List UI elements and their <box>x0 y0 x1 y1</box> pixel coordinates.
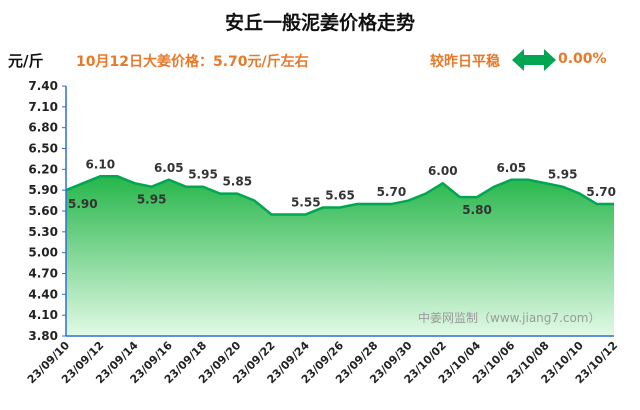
data-label: 5.95 <box>137 193 167 207</box>
y-tick-label: 5.90 <box>28 183 58 197</box>
data-label: 6.10 <box>85 157 115 171</box>
plot-area <box>65 175 614 336</box>
y-tick-label: 5.00 <box>28 246 58 260</box>
data-labels: 5.90 6.10 5.95 6.05 5.95 5.85 5.55 5.65 5.70 6.00… <box>68 157 616 217</box>
y-tick-label: 4.70 <box>28 267 58 281</box>
data-label: 5.80 <box>462 203 492 217</box>
y-tick-label: 4.10 <box>28 308 58 322</box>
y-tick-label: 5.60 <box>28 204 58 218</box>
unit-label: 元/斤 <box>8 52 44 70</box>
y-tick-label: 7.40 <box>28 79 58 93</box>
data-label: 5.70 <box>586 185 616 199</box>
y-tick-label: 5.30 <box>28 225 58 239</box>
data-label: 6.05 <box>496 161 526 175</box>
y-tick-label: 4.40 <box>28 287 58 301</box>
double-arrow-icon <box>512 48 556 76</box>
y-axis: 7.40 7.10 6.80 6.50 6.20 5.90 5.60 5.30 5.00 4.70… <box>28 79 67 343</box>
price-area <box>66 176 614 336</box>
data-label: 5.65 <box>325 189 355 203</box>
y-tick-label: 7.10 <box>28 100 58 114</box>
watermark: 中姜网监制（www.jiang7.com） <box>418 310 600 325</box>
data-label: 5.85 <box>222 175 252 189</box>
y-tick-label: 6.50 <box>28 142 58 156</box>
data-label: 6.05 <box>154 161 184 175</box>
y-tick-label: 3.80 <box>28 329 58 343</box>
data-label: 5.95 <box>548 168 578 182</box>
price-summary: 10月12日大姜价格：5.70元/斤左右 <box>76 54 309 70</box>
data-label: 5.70 <box>377 185 407 199</box>
y-tick-label: 6.20 <box>28 162 58 176</box>
price-line <box>65 175 614 216</box>
change-percent: 0.00% <box>558 51 607 67</box>
x-axis: 23/09/1023/09/1223/09/1423/09/1623/09/18… <box>25 335 620 386</box>
compare-text: 较昨日平稳 <box>430 54 500 70</box>
data-label: 5.55 <box>291 195 321 209</box>
data-label: 5.90 <box>68 197 98 211</box>
chart-title: 安丘一般泥姜价格走势 <box>224 12 415 34</box>
data-label: 6.00 <box>428 164 458 178</box>
y-tick-label: 6.80 <box>28 121 58 135</box>
data-label: 5.95 <box>188 168 218 182</box>
